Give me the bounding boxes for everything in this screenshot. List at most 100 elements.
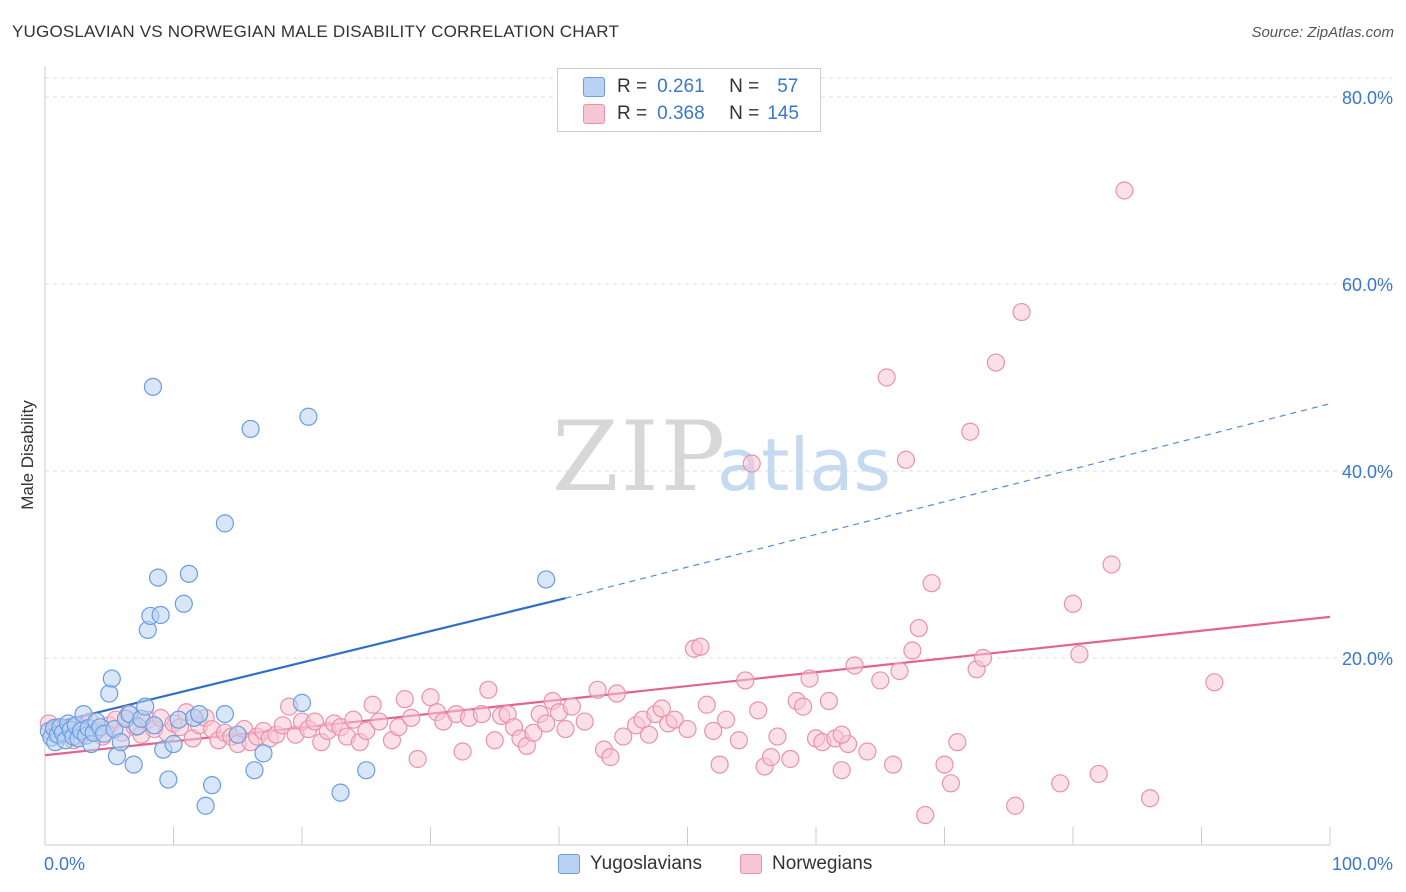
- norwegian-point: [922, 574, 941, 593]
- bottom-swatch-blue: [558, 854, 580, 874]
- y-tick-label: 40.0%: [1342, 462, 1393, 482]
- norwegian-point: [652, 699, 671, 718]
- chart-title: YUGOSLAVIAN VS NORWEGIAN MALE DISABILITY…: [12, 22, 620, 41]
- yugoslavian-point: [136, 697, 155, 716]
- norwegian-point: [273, 716, 292, 735]
- norwegian-point: [941, 774, 961, 793]
- norwegian-point: [363, 695, 382, 714]
- norwegian-point: [575, 712, 594, 731]
- norwegian-point: [607, 684, 626, 703]
- norwegian-point: [691, 637, 710, 656]
- norwegian-point: [903, 641, 922, 660]
- norwegian-point: [1012, 302, 1031, 322]
- legend-r-label: R =: [617, 103, 648, 124]
- norwegian-point: [402, 708, 421, 727]
- norwegian-point: [877, 368, 896, 387]
- yugoslavian-point: [111, 733, 130, 752]
- yugoslavian-point: [169, 710, 188, 729]
- norwegian-point: [614, 727, 633, 746]
- norwegian-point: [1205, 673, 1224, 692]
- yugoslavian-point: [179, 564, 199, 583]
- norwegian-point: [883, 755, 903, 774]
- yugoslavian-points: [39, 377, 556, 815]
- norwegian-point: [909, 618, 928, 638]
- norwegian-point: [588, 680, 607, 699]
- norwegian-point: [742, 454, 761, 473]
- yugoslavian-point: [299, 407, 318, 426]
- yugoslavian-point: [145, 716, 164, 735]
- correlation-legend: R = 0.261 N = 57 R = 0.368 N = 145: [557, 68, 821, 132]
- watermark-zip: ZIP: [552, 401, 727, 513]
- legend-row-norwegians: R = 0.368 N = 145: [583, 102, 799, 126]
- norwegian-point: [781, 749, 800, 769]
- norwegian-point: [716, 710, 736, 729]
- axes: [44, 66, 1331, 846]
- norwegian-point: [890, 661, 909, 681]
- norwegian-point: [479, 680, 498, 699]
- norwegian-point: [601, 748, 620, 767]
- yugoslavian-point: [124, 755, 143, 774]
- norwegian-point: [472, 704, 491, 724]
- norwegian-point: [729, 731, 749, 750]
- yugoslavian-point: [241, 419, 260, 439]
- norwegian-point: [357, 721, 376, 741]
- norwegian-point: [344, 710, 363, 729]
- norwegian-point: [819, 691, 838, 711]
- yugoslavian-point: [102, 669, 121, 688]
- norwegian-point: [537, 714, 556, 733]
- norwegian-point: [562, 697, 581, 716]
- yugoslavian-point: [215, 704, 234, 724]
- norwegian-point: [1140, 789, 1160, 808]
- bottom-legend-yugoslavians: Yugoslavians: [558, 851, 702, 877]
- norwegian-point: [935, 755, 954, 774]
- norwegian-point: [916, 805, 935, 825]
- norwegian-points: [39, 181, 1224, 825]
- yugoslavian-point: [100, 684, 119, 703]
- norwegian-point: [794, 697, 813, 716]
- norwegian-point: [832, 761, 851, 780]
- bottom-swatch-pink: [740, 854, 762, 874]
- norwegian-point: [1089, 764, 1108, 784]
- norwegian-point: [389, 718, 408, 737]
- norwegian-point: [768, 727, 787, 746]
- bottom-legend-norwegians: Norwegians: [740, 851, 872, 877]
- norwegian-point: [697, 695, 716, 714]
- bottom-legend-label: Norwegians: [772, 853, 873, 874]
- legend-row-yugoslavians: R = 0.261 N = 57: [583, 75, 798, 99]
- norwegian-point: [896, 450, 916, 469]
- norwegian-point: [1006, 796, 1025, 815]
- norwegian-point: [370, 712, 389, 731]
- norwegian-point: [556, 719, 575, 739]
- norwegian-point: [408, 749, 427, 769]
- yugoslavian-point: [292, 693, 312, 712]
- norwegian-point: [704, 721, 723, 741]
- yugoslavian-point: [190, 704, 209, 724]
- norwegian-point: [871, 671, 890, 690]
- norwegian-point: [749, 701, 768, 720]
- norwegian-point: [710, 755, 729, 774]
- y-tick-label: 80.0%: [1342, 88, 1393, 108]
- yugoslavian-point: [215, 514, 234, 533]
- norwegian-point: [1051, 774, 1070, 793]
- norwegian-point: [973, 648, 993, 668]
- norwegian-point: [421, 688, 440, 707]
- legend-swatch-pink: [583, 104, 605, 124]
- norwegian-point: [1063, 594, 1083, 613]
- yugoslavian-point: [143, 377, 163, 396]
- norwegian-point: [832, 725, 851, 744]
- yugoslavian-trend-line: [44, 597, 566, 727]
- norwegian-point: [986, 353, 1006, 372]
- legend-r-value: 0.261: [657, 76, 705, 97]
- yugoslavian-point: [196, 796, 215, 815]
- tick-labels: 20.0% 40.0% 60.0% 80.0% 0.0% 100.0%: [44, 88, 1393, 874]
- norwegian-point: [1070, 645, 1089, 664]
- yugoslavian-point: [537, 570, 556, 589]
- norwegian-point: [858, 742, 877, 761]
- norwegian-point: [1102, 555, 1121, 574]
- norwegian-point: [678, 719, 697, 739]
- legend-r-value: 0.368: [657, 103, 705, 124]
- y-axis-label: Male Disability: [18, 400, 37, 510]
- norwegian-point: [1115, 181, 1134, 200]
- norwegian-point: [485, 731, 504, 750]
